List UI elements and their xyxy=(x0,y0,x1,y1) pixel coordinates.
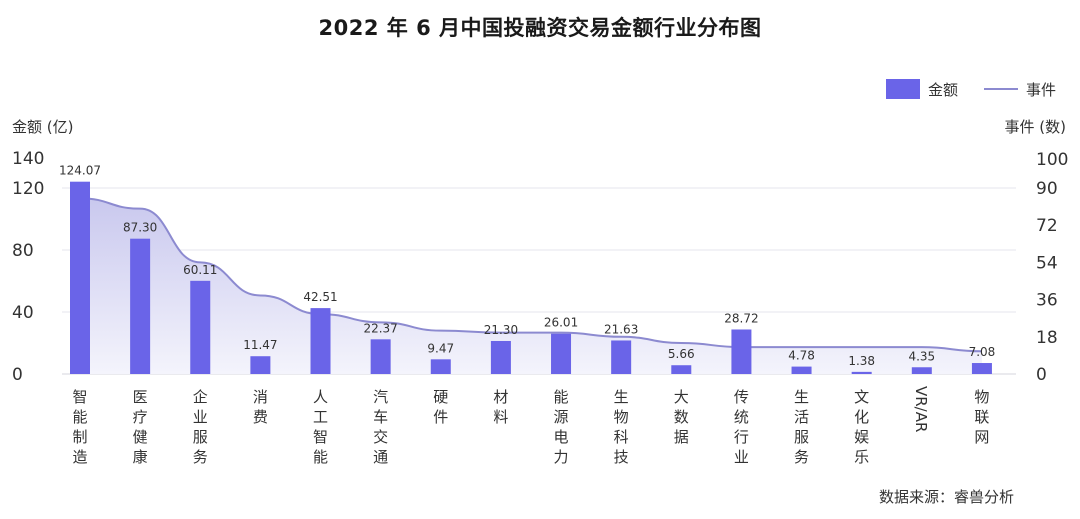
bar xyxy=(851,371,872,374)
y-right-axis-label: 事件 (数) xyxy=(1005,118,1066,136)
bar xyxy=(971,363,992,374)
x-tick-label: 材料 xyxy=(493,388,508,426)
bar-value-label: 21.63 xyxy=(604,322,638,336)
x-tick-label: 人工智能 xyxy=(313,388,328,466)
legend: 金额 事件 xyxy=(886,78,1056,100)
bar xyxy=(430,359,451,374)
y-left-tick-label: 40 xyxy=(12,303,34,323)
bar xyxy=(190,280,211,374)
bar-value-label: 22.37 xyxy=(363,321,397,335)
bar xyxy=(370,339,391,374)
x-tick-label: 物联网 xyxy=(974,388,989,446)
bar-value-label: 26.01 xyxy=(544,316,578,330)
y-right-tick-label: 100 xyxy=(1036,150,1068,170)
bar-value-label: 4.35 xyxy=(908,349,935,363)
legend-label-events: 事件 xyxy=(1026,80,1057,99)
x-tick-label: 生活服务 xyxy=(794,388,809,466)
legend-swatch-bar xyxy=(886,79,920,99)
bar-value-label: 1.38 xyxy=(848,354,875,368)
events-line xyxy=(79,197,982,353)
bar-value-label: 9.47 xyxy=(427,341,454,355)
bar xyxy=(551,333,572,374)
y-left-tick-label: 140 xyxy=(12,149,44,169)
bar-value-label: 60.11 xyxy=(183,263,217,277)
y-left-axis-label: 金额 (亿) xyxy=(12,118,73,136)
bar xyxy=(70,181,90,374)
x-tick-label: 大数据 xyxy=(674,388,689,446)
y-left-tick-label: 80 xyxy=(12,241,34,261)
chart-title: 2022 年 6 月中国投融资交易金额行业分布图 xyxy=(318,16,762,40)
bar-value-label: 124.07 xyxy=(59,164,101,178)
bar-value-label: 11.47 xyxy=(243,338,277,352)
y-left-tick-label: 0 xyxy=(12,365,23,385)
bar-value-label: 21.30 xyxy=(484,323,518,337)
y-left-tick-label: 120 xyxy=(12,179,44,199)
x-tick-label: 生物科技 xyxy=(614,388,629,466)
events-area xyxy=(80,198,982,374)
legend-swatch-line xyxy=(984,88,1019,90)
y-right-tick-label: 54 xyxy=(1036,253,1058,273)
x-tick-label: 硬件 xyxy=(433,388,448,426)
bar xyxy=(731,329,752,374)
legend-item-amount: 金额 xyxy=(886,79,958,100)
bar-value-label: 7.08 xyxy=(969,345,996,359)
bar xyxy=(911,367,932,374)
x-tick-label: 企业服务 xyxy=(193,388,208,466)
bar-value-label: 42.51 xyxy=(303,290,337,304)
x-tick-label: 消费 xyxy=(253,388,268,426)
x-tick-label: 智能制造 xyxy=(72,388,87,466)
x-tick-label: VR/AR xyxy=(912,386,930,432)
bar-value-label: 4.78 xyxy=(788,349,815,363)
x-tick-label: 汽车交通 xyxy=(373,388,388,466)
x-tick-label: 传统行业 xyxy=(734,388,749,466)
bar-value-label: 28.72 xyxy=(724,311,758,325)
bar xyxy=(310,308,331,374)
bar xyxy=(671,365,692,374)
bar xyxy=(611,340,632,374)
bar xyxy=(130,238,151,374)
bar xyxy=(490,340,511,374)
source-note: 数据来源：睿兽分析 xyxy=(878,488,1014,506)
legend-item-events: 事件 xyxy=(958,79,1056,100)
y-right-tick-label: 90 xyxy=(1036,179,1058,199)
bar-value-label: 87.30 xyxy=(123,221,157,235)
x-tick-label: 文化娱乐 xyxy=(854,388,869,466)
bar xyxy=(791,366,812,374)
bar xyxy=(250,356,271,374)
y-right-tick-label: 18 xyxy=(1036,328,1058,348)
x-tick-label: 能源电力 xyxy=(554,388,569,466)
bar-value-label: 5.66 xyxy=(668,347,695,361)
y-right-tick-label: 72 xyxy=(1036,216,1058,236)
y-right-tick-label: 0 xyxy=(1036,365,1047,385)
legend-label-amount: 金额 xyxy=(928,80,959,99)
y-right-tick-label: 36 xyxy=(1036,291,1058,311)
x-tick-label: 医疗健康 xyxy=(133,388,148,466)
